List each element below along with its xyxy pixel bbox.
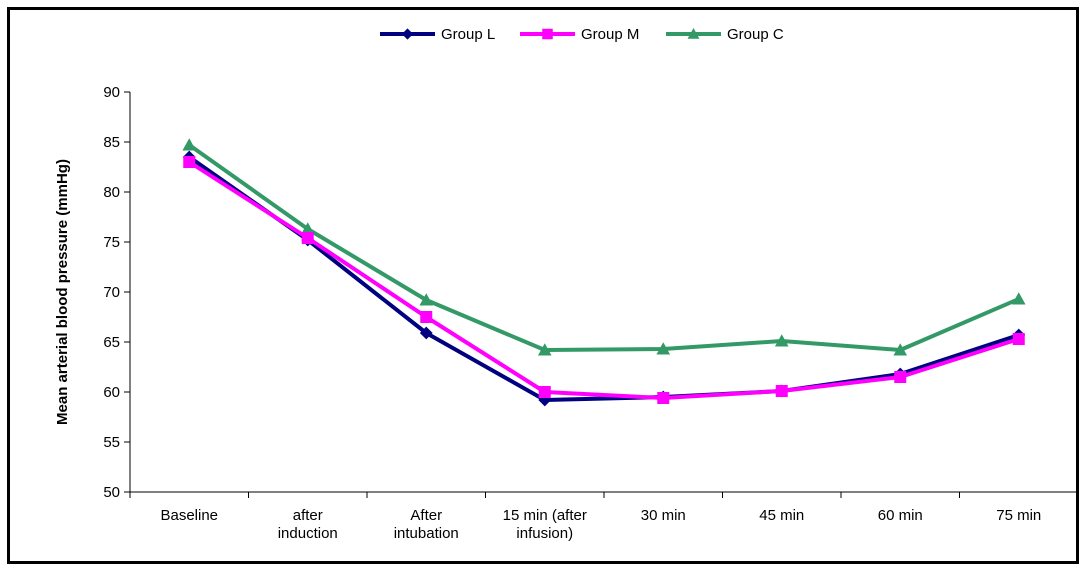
- data-point-group-c: [656, 342, 671, 355]
- data-point-group-c: [893, 343, 908, 356]
- x-tick-label: after induction: [278, 507, 338, 542]
- y-tick-label: 85: [103, 134, 120, 151]
- y-tick-label: 65: [103, 334, 120, 351]
- legend-entry-group-c: Group C: [666, 26, 784, 43]
- data-point-group-c: [182, 138, 197, 151]
- y-tick-label: 60: [103, 384, 120, 401]
- series-line-group-c: [188, 143, 1020, 352]
- x-tick-label: 60 min: [878, 507, 923, 524]
- series-group-l: [182, 150, 1026, 407]
- y-tick-label: 55: [103, 434, 120, 451]
- chart-frame: Group L Group M Group C 50 55 60 65 70 75 80 85 90…: [7, 7, 1079, 564]
- y-tick-label: 90: [103, 84, 120, 101]
- data-point-group-m: [775, 385, 788, 397]
- legend-marker-group-c: [687, 28, 700, 39]
- data-point-group-m: [301, 232, 314, 244]
- x-axis: Baseline after induction After intubation 15 …: [129, 491, 1076, 542]
- legend-marker-group-m: [542, 28, 553, 40]
- data-point-group-m: [894, 371, 907, 383]
- x-tick-label: 30 min: [641, 507, 686, 524]
- y-axis-label: Mean arterial blood pressure (mmHg): [54, 159, 71, 425]
- series-group-m: [183, 156, 1025, 404]
- series-layer: [182, 138, 1026, 407]
- series-line-group-m: [188, 160, 1020, 400]
- data-point-group-l: [538, 393, 552, 407]
- legend-entry-group-m: Group M: [520, 26, 639, 43]
- data-point-group-c: [537, 343, 552, 356]
- y-tick-label: 70: [103, 284, 120, 301]
- data-point-group-c: [419, 293, 434, 306]
- y-tick-label: 50: [103, 484, 120, 501]
- y-tick-label: 75: [103, 234, 120, 251]
- legend-marker-group-l: [401, 28, 414, 40]
- series-line-group-l: [188, 155, 1020, 402]
- legend-label-group-c: Group C: [727, 26, 784, 43]
- x-tick-label: After intubation: [394, 507, 459, 542]
- x-tick-label: Baseline: [160, 507, 218, 524]
- y-axis: 50 55 60 65 70 75 80 85 90: [103, 84, 131, 501]
- data-point-group-m: [183, 156, 196, 168]
- x-tick-label: 15 min (after infusion): [503, 507, 587, 542]
- series-group-c: [182, 138, 1026, 356]
- legend: Group L Group M Group C: [380, 26, 784, 43]
- legend-entry-group-l: Group L: [380, 26, 495, 43]
- legend-label-group-l: Group L: [441, 26, 495, 43]
- legend-label-group-m: Group M: [581, 26, 639, 43]
- data-point-group-c: [300, 222, 315, 235]
- y-tick-label: 80: [103, 184, 120, 201]
- data-point-group-c: [774, 334, 789, 347]
- x-tick-label: 45 min: [759, 507, 804, 524]
- data-point-group-m: [420, 311, 433, 323]
- data-point-group-c: [1011, 292, 1026, 305]
- data-point-group-m: [657, 392, 670, 404]
- line-chart: Group L Group M Group C 50 55 60 65 70 75 80 85 90…: [54, 26, 1076, 542]
- x-tick-label: 75 min: [996, 507, 1041, 524]
- data-point-group-l: [419, 326, 433, 340]
- data-point-group-m: [1012, 333, 1025, 345]
- data-point-group-m: [538, 386, 551, 398]
